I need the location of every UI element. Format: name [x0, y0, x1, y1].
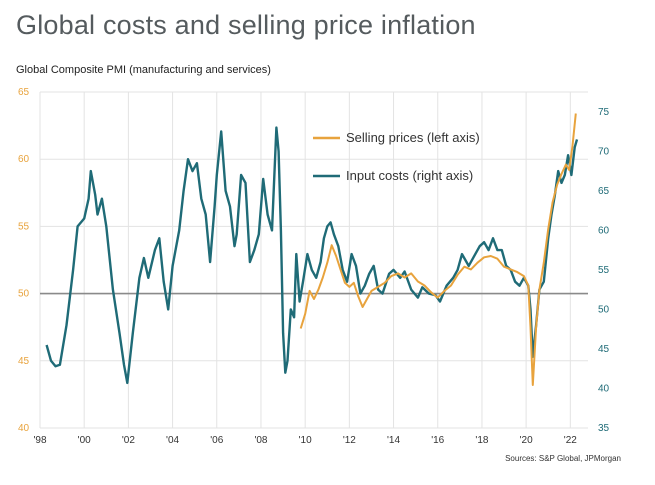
left-axis-tick-label: 60 — [18, 154, 30, 165]
x-axis-tick-label: '10 — [299, 435, 312, 446]
left-axis-tick-label: 65 — [18, 87, 30, 98]
x-axis-tick-label: '16 — [431, 435, 444, 446]
x-axis-tick-label: '18 — [475, 435, 488, 446]
right-axis-tick-label: 65 — [598, 186, 610, 197]
right-axis-tick-label: 40 — [598, 383, 610, 394]
left-axis-tick-label: 45 — [18, 356, 30, 367]
legend-label-selling: Selling prices (left axis) — [346, 130, 480, 145]
right-axis-tick-label: 45 — [598, 344, 610, 355]
right-axis-tick-label: 35 — [598, 423, 610, 434]
x-axis-tick-label: '06 — [210, 435, 223, 446]
x-axis-tick-label: '08 — [254, 435, 267, 446]
x-axis-tick-label: '98 — [33, 435, 46, 446]
x-axis-tick-label: '04 — [166, 435, 179, 446]
x-axis-tick-label: '22 — [564, 435, 577, 446]
selling-prices-line — [299, 113, 577, 386]
left-axis-tick-label: 55 — [18, 221, 30, 232]
page-title: Global costs and selling price inflation — [16, 10, 476, 40]
source-note: Sources: S&P Global, JPMorgan — [505, 454, 621, 463]
left-axis-tick-label: 40 — [18, 423, 30, 434]
legend-label-input: Input costs (right axis) — [346, 168, 473, 183]
left-axis-tick-label: 50 — [18, 289, 30, 300]
x-axis-tick-label: '12 — [343, 435, 356, 446]
right-axis-tick-label: 60 — [598, 225, 610, 236]
x-axis-tick-label: '20 — [520, 435, 533, 446]
right-axis-tick-label: 55 — [598, 265, 610, 276]
right-axis-tick-label: 50 — [598, 304, 610, 315]
right-axis-tick-label: 75 — [598, 107, 610, 118]
axis-ticks: 40 45 50 55 60 65 '98 '00 '02 '04 '06 '08 '10 '12 '14 '… — [18, 87, 610, 446]
legend: Selling prices (left axis) Input costs (r… — [313, 130, 480, 183]
chart-subtitle: Global Composite PMI (manufacturing and … — [16, 64, 271, 76]
x-axis-tick-label: '02 — [122, 435, 135, 446]
x-axis-tick-label: '14 — [387, 435, 400, 446]
input-costs-line — [45, 126, 579, 385]
series-lines — [45, 113, 579, 386]
right-axis-tick-label: 70 — [598, 146, 610, 157]
x-axis-tick-label: '00 — [78, 435, 91, 446]
